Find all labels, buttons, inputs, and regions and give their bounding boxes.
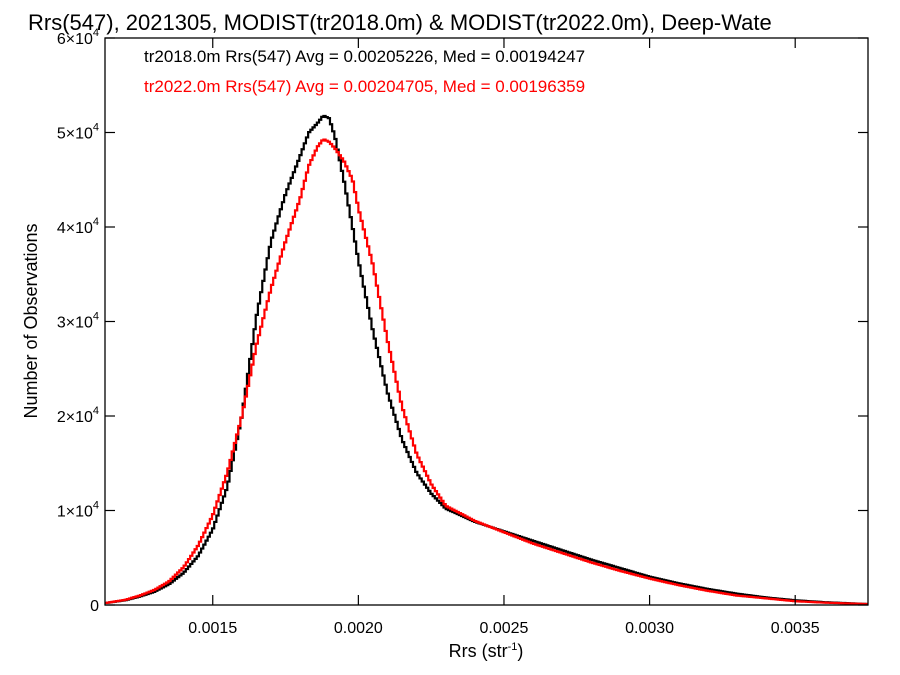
series-layer (105, 114, 869, 606)
x-axis-label-tail: ) (517, 641, 523, 661)
plot-frame (104, 37, 869, 606)
y-tick-label: 5×104 (57, 122, 99, 143)
x-tick-label: 0.0025 (480, 620, 529, 637)
y-tick-label: 6×104 (57, 27, 99, 48)
tick-layer: 0.0015 0.0020 0.0025 0.0030 0.0035 0 1×104 2×10… (57, 27, 868, 637)
x-tick-label: 0.0015 (188, 620, 237, 637)
series-line-2 (105, 138, 869, 606)
legend-entry-1: tr2018.0m Rrs(547) Avg = 0.00205226, Med… (144, 47, 585, 66)
y-axis-label: Number of Observations (21, 223, 41, 418)
x-tick-label: 0.0020 (334, 620, 383, 637)
x-tick-label: 0.0035 (771, 620, 820, 637)
x-tick-label: 0.0030 (625, 620, 674, 637)
y-tick-label: 3×104 (57, 311, 99, 332)
y-tick-label: 2×104 (57, 405, 99, 426)
y-tick-label: 1×104 (57, 500, 99, 521)
x-axis-label: Rrs (str-1) (449, 641, 524, 661)
chart-title: Rrs(547), 2021305, MODIST(tr2018.0m) & M… (28, 10, 772, 35)
x-axis-label-base: Rrs (str (449, 641, 508, 661)
x-axis-label-sup: -1 (508, 641, 518, 653)
series-line-1 (105, 114, 869, 606)
legend-entry-2: tr2022.0m Rrs(547) Avg = 0.00204705, Med… (144, 77, 585, 96)
y-tick-label: 4×104 (57, 216, 99, 237)
y-tick-label: 0 (90, 598, 99, 615)
